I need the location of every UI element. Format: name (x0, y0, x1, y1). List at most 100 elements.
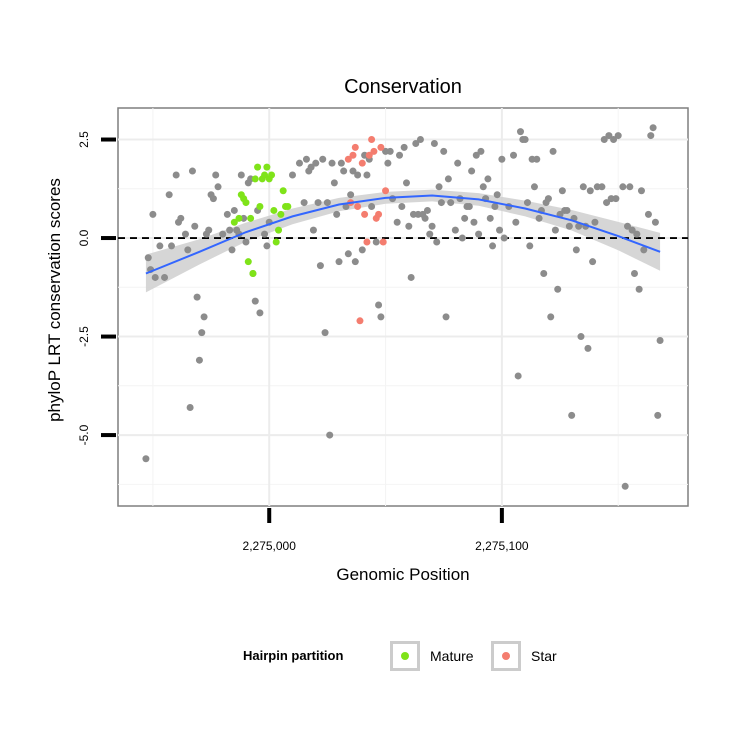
data-point-other (400, 143, 408, 151)
data-point-other (584, 344, 592, 352)
data-point-other (540, 270, 548, 278)
chart-title: Conservation (344, 76, 462, 98)
data-point-other (181, 230, 189, 238)
data-point-other (479, 183, 487, 191)
data-point-other (161, 273, 169, 281)
data-point-other (393, 218, 401, 226)
data-point-other (558, 187, 566, 195)
data-point-other (458, 234, 466, 242)
data-point-mature (235, 214, 243, 222)
data-point-mature (251, 175, 259, 183)
data-point-other (314, 199, 322, 207)
data-point-other (184, 246, 192, 254)
data-point-star (379, 238, 387, 246)
data-point-other (228, 246, 236, 254)
data-point-other (402, 179, 410, 187)
data-point-other (533, 155, 541, 163)
smooth-line-layer (145, 194, 661, 275)
data-point-other (591, 218, 599, 226)
data-point-other (619, 183, 627, 191)
data-point-other (465, 203, 473, 211)
gridlines (118, 108, 688, 506)
data-point-other (200, 313, 208, 321)
data-point-mature (275, 226, 283, 234)
star-dot-icon (502, 652, 510, 660)
data-point-other (635, 285, 643, 293)
data-point-other (626, 183, 634, 191)
data-point-other (354, 171, 362, 179)
data-point-other (223, 210, 231, 218)
data-point-other (416, 136, 424, 144)
data-point-other (500, 234, 508, 242)
data-point-other (579, 183, 587, 191)
data-point-other (198, 329, 206, 337)
data-point-other (470, 218, 478, 226)
data-point-other (177, 214, 185, 222)
data-point-other (510, 151, 518, 159)
data-point-other (288, 171, 296, 179)
x-tick-label: 2,275,000 (243, 539, 297, 553)
data-point-other (612, 195, 620, 203)
data-point-other (472, 151, 480, 159)
data-point-other (565, 222, 573, 230)
legend: Hairpin partition Mature Star (0, 638, 750, 678)
data-point-other (426, 230, 434, 238)
data-point-other (600, 136, 608, 144)
x-axis-label: Genomic Position (336, 565, 469, 584)
data-point-mature (244, 258, 252, 266)
data-point-other (614, 132, 622, 140)
data-point-other (186, 403, 194, 411)
data-point-mature (256, 203, 264, 211)
data-point-other (344, 250, 352, 258)
x-tick-label: 2,275,100 (475, 539, 529, 553)
data-point-star (363, 238, 371, 246)
x-axis: 2,275,000 2,275,100 (243, 508, 529, 553)
data-point-other (321, 329, 329, 337)
data-point-other (398, 203, 406, 211)
data-point-other (651, 218, 659, 226)
data-point-other (375, 301, 383, 309)
data-point-mature (270, 206, 278, 214)
data-point-other (477, 147, 485, 155)
data-point-star (344, 155, 352, 163)
data-point-other (256, 309, 264, 317)
data-point-star (370, 147, 378, 155)
data-point-other (242, 238, 250, 246)
data-point-other (368, 203, 376, 211)
data-point-other (586, 187, 594, 195)
data-point-other (156, 242, 164, 250)
data-point-other (144, 254, 152, 262)
data-point-other (442, 313, 450, 321)
data-point-other (644, 210, 652, 218)
data-point-other (454, 159, 462, 167)
data-point-other (237, 171, 245, 179)
data-point-other (640, 246, 648, 254)
data-point-other (319, 155, 327, 163)
data-point-other (405, 222, 413, 230)
data-point-other (610, 136, 618, 144)
data-point-other (372, 238, 380, 246)
data-point-other (491, 203, 499, 211)
data-point-other (172, 171, 180, 179)
data-point-other (330, 179, 338, 187)
legend-key-mature (390, 641, 420, 671)
data-point-other (386, 147, 394, 155)
data-point-other (521, 136, 529, 144)
data-point-other (549, 147, 557, 155)
data-point-other (628, 226, 636, 234)
data-point-other (384, 159, 392, 167)
data-point-star (382, 187, 390, 195)
data-point-star (375, 210, 383, 218)
data-point-other (572, 246, 580, 254)
data-point-other (544, 195, 552, 203)
data-point-other (295, 159, 303, 167)
y-axis-label: phyloP LRT conservation scores (45, 178, 64, 422)
data-point-other (575, 222, 583, 230)
data-point-other (261, 230, 269, 238)
data-point-other (340, 167, 348, 175)
data-point-other (230, 206, 238, 214)
data-point-other (302, 155, 310, 163)
data-point-other (363, 171, 371, 179)
data-point-other (193, 293, 201, 301)
